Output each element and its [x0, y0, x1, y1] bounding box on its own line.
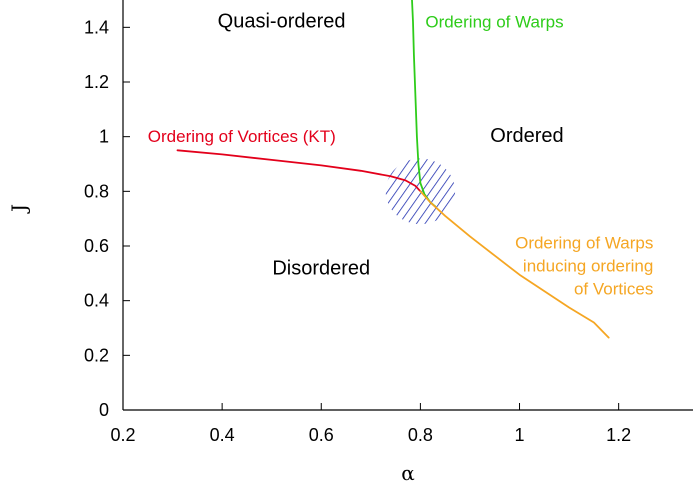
region-label: Ordered	[490, 125, 563, 147]
y-tick-label: 0.2	[84, 345, 109, 365]
annotation-label: Ordering of Vortices (KT)	[148, 127, 336, 146]
region-label: Disordered	[272, 258, 370, 280]
y-tick-label: 0	[99, 400, 109, 420]
series-line-ordering-of-warps-inducing-ordering-of-vortices	[419, 190, 610, 339]
chart-labels: Quasi-ordered Ordered Disordered Ordering o…	[148, 10, 654, 298]
x-tick-label: 0.8	[408, 425, 433, 445]
x-tick-label: 0.4	[210, 425, 235, 445]
x-tick-label: 0.6	[309, 425, 334, 445]
plot-area	[176, 0, 610, 339]
x-tick-label: 1	[515, 425, 525, 445]
x-tick-label: 0.2	[110, 425, 135, 445]
y-axis-label: J	[7, 204, 31, 214]
series-line-ordering-of-vortices-kt	[176, 149, 422, 193]
annotation-label: of Vortices	[574, 280, 653, 299]
x-axis-label: α	[401, 461, 415, 485]
y-tick-label: 0.6	[84, 236, 109, 256]
annotation-label: Ordering of Warps	[515, 234, 653, 253]
y-tick-label: 1	[99, 127, 109, 147]
annotation-label: Ordering of Warps	[425, 12, 563, 31]
y-tick-label: 0.8	[84, 181, 109, 201]
region-label: Quasi-ordered	[218, 10, 346, 32]
y-tick-label: 1.4	[84, 17, 109, 37]
y-tick-label: 1.2	[84, 72, 109, 92]
y-tick-label: 0.4	[84, 291, 109, 311]
annotation-label: inducing ordering	[523, 257, 653, 276]
axes: 0.2 0.4 0.6 0.8 1 1.200.20.40.60.811.21.4	[84, 0, 693, 445]
x-tick-label: 1.2	[606, 425, 631, 445]
